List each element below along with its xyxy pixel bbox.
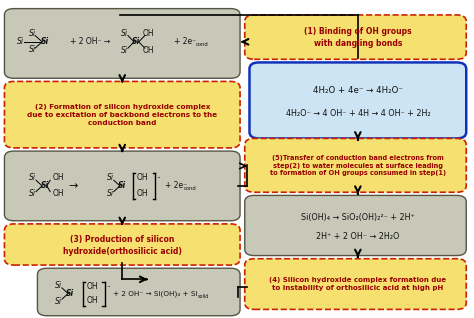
Text: Si: Si [55,281,62,290]
Text: cond: cond [195,42,208,46]
FancyBboxPatch shape [245,138,466,192]
Text: OH: OH [142,46,154,55]
Text: Si: Si [118,181,126,190]
Text: Si: Si [18,37,25,46]
Text: 4H₂O⁻ → 4 OH⁻ + 4H → 4 OH⁻ + 2H₂: 4H₂O⁻ → 4 OH⁻ + 4H → 4 OH⁻ + 2H₂ [285,108,430,118]
Text: →: → [68,181,77,191]
Text: Si: Si [29,174,36,183]
Text: Si: Si [107,189,114,198]
Text: OH: OH [137,189,148,198]
Text: (4) Silicon hydroxide complex formation due
to instability of orthosilicic acid : (4) Silicon hydroxide complex formation … [269,277,447,291]
Text: 4H₂O + 4e⁻ → 4H₂O⁻: 4H₂O + 4e⁻ → 4H₂O⁻ [313,86,403,95]
FancyBboxPatch shape [37,268,240,316]
Text: OH: OH [86,282,98,291]
Text: OH: OH [142,29,154,38]
Text: solid: solid [198,294,209,299]
FancyBboxPatch shape [245,195,466,256]
Text: + 2e⁻: + 2e⁻ [174,37,196,46]
Text: ··: ·· [156,175,161,181]
Text: Si: Si [121,46,128,55]
Text: + 2 OH⁻ → Si(OH)₄ + Si: + 2 OH⁻ → Si(OH)₄ + Si [113,290,197,297]
FancyBboxPatch shape [4,9,240,78]
Text: Si: Si [29,30,36,38]
Text: OH: OH [53,174,64,183]
Text: + 2 OH⁻ →: + 2 OH⁻ → [71,37,110,46]
FancyBboxPatch shape [4,224,240,265]
Text: + 2e⁻: + 2e⁻ [164,181,187,190]
Text: Si: Si [132,37,140,46]
Text: Si: Si [40,181,48,190]
Text: OH: OH [86,296,98,305]
Text: Si: Si [29,45,36,54]
Text: cond: cond [183,186,196,190]
Text: OH: OH [53,189,64,198]
FancyBboxPatch shape [245,259,466,309]
Text: ··: ·· [106,284,110,290]
Text: Si: Si [55,297,62,306]
Text: 2H⁺ + 2 OH⁻ → 2H₂O: 2H⁺ + 2 OH⁻ → 2H₂O [316,232,400,241]
Text: (2) Formation of silicon hydroxide complex
due to excitation of backbond electro: (2) Formation of silicon hydroxide compl… [27,104,217,126]
Text: OH: OH [137,174,148,183]
Text: (5)Transfer of conduction band electrons from
step(2) to water molecules at surf: (5)Transfer of conduction band electrons… [270,156,446,176]
Text: Si(OH)₄ → SiO₂(OH)₂²⁻ + 2H⁺: Si(OH)₄ → SiO₂(OH)₂²⁻ + 2H⁺ [301,213,415,222]
Text: (1) Binding of OH groups
with dangling bonds: (1) Binding of OH groups with dangling b… [304,27,411,47]
Text: Si: Si [121,29,128,38]
FancyBboxPatch shape [4,81,240,148]
Text: Si: Si [29,189,36,198]
Text: Si: Si [66,289,74,298]
FancyBboxPatch shape [4,151,240,221]
Text: (3) Production of silicon
hydroxide(orthosilicic acid): (3) Production of silicon hydroxide(orth… [63,235,182,256]
Text: Si: Si [107,174,114,183]
FancyBboxPatch shape [249,62,466,138]
Text: Si: Si [40,37,48,46]
FancyBboxPatch shape [245,15,466,59]
